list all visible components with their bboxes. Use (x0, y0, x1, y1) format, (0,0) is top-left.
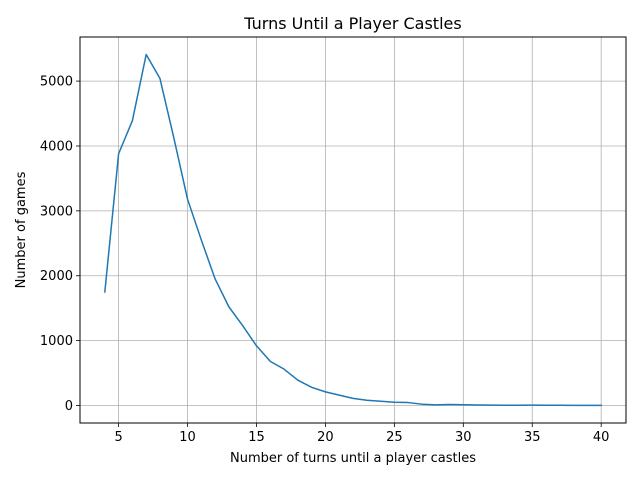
y-tick-label: 2000 (40, 269, 73, 284)
y-tick-label: 4000 (40, 139, 73, 154)
x-tick-label: 30 (455, 430, 472, 445)
series-line (103, 53, 602, 407)
chart-title: Turns Until a Player Castles (243, 14, 461, 33)
x-tick-label: 20 (317, 430, 334, 445)
plot-lines (103, 53, 602, 407)
y-axis-label: Number of games (14, 171, 29, 288)
y-tick-label: 5000 (40, 75, 73, 90)
y-tick-label: 0 (65, 399, 73, 414)
x-tick-label: 25 (386, 430, 403, 445)
x-tick-label: 10 (179, 430, 196, 445)
x-axis-label: Number of turns until a player castles (230, 451, 476, 466)
x-tick-label: 5 (114, 430, 122, 445)
x-axis-ticks: 5 10 15 20 25 30 35 40 (114, 423, 609, 445)
x-tick-label: 35 (524, 430, 541, 445)
y-axis-ticks: 0 1000 2000 3000 4000 5000 (40, 75, 80, 414)
x-tick-label: 40 (593, 430, 610, 445)
y-tick-label: 3000 (40, 204, 73, 219)
plot-area-frame (79, 36, 627, 424)
x-tick-label: 15 (248, 430, 265, 445)
grid (80, 37, 626, 423)
y-tick-label: 1000 (40, 334, 73, 349)
